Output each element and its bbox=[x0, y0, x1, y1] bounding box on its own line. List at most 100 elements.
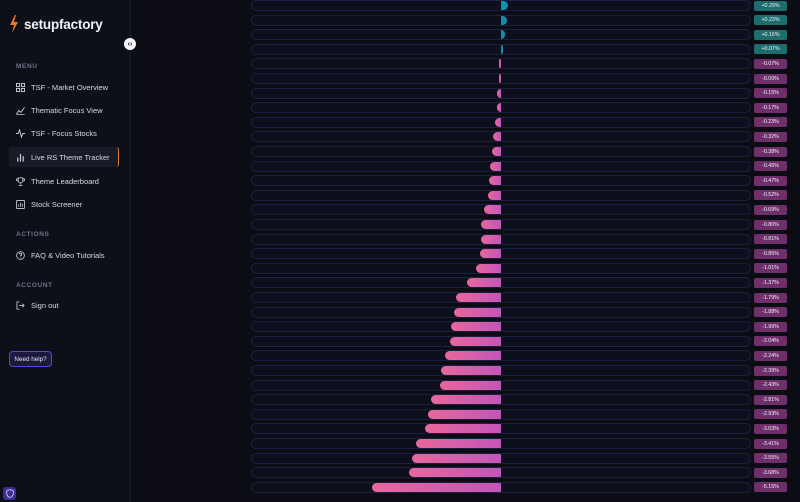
screener-icon bbox=[16, 199, 25, 209]
value-badge: -0.09% bbox=[754, 73, 787, 84]
shield-icon[interactable] bbox=[3, 487, 16, 500]
bar-track bbox=[251, 452, 751, 464]
value-bar[interactable] bbox=[456, 293, 501, 302]
chart-row: Fintech+0.29% bbox=[131, 0, 800, 13]
value-bar[interactable] bbox=[480, 234, 501, 244]
value-bar[interactable] bbox=[451, 322, 501, 332]
value-bar[interactable] bbox=[489, 161, 501, 171]
bar-track bbox=[251, 438, 751, 449]
value-bar[interactable] bbox=[501, 15, 507, 25]
value-bar[interactable] bbox=[445, 351, 501, 361]
chart-row: Utilities+0.23% bbox=[131, 13, 800, 28]
bar-track bbox=[251, 277, 751, 289]
chart-row: Biotech-2.24% bbox=[131, 349, 800, 364]
value-bar[interactable] bbox=[501, 30, 505, 40]
bar-track bbox=[251, 321, 751, 333]
value-badge: -1.79% bbox=[754, 292, 787, 303]
value-badge: -2.43% bbox=[754, 380, 787, 391]
value-bar[interactable] bbox=[479, 249, 501, 259]
value-bar[interactable] bbox=[491, 147, 501, 156]
value-bar[interactable] bbox=[427, 409, 501, 419]
bar-track bbox=[251, 58, 751, 70]
value-bar[interactable] bbox=[450, 336, 501, 346]
value-bar[interactable] bbox=[497, 88, 501, 98]
value-bar[interactable] bbox=[372, 482, 501, 492]
nav-thematic-focus-view[interactable]: Thematic Focus View bbox=[9, 100, 119, 120]
value-bar[interactable] bbox=[501, 1, 509, 10]
account-section-label: ACCOUNT bbox=[16, 282, 53, 289]
chart-row: Homebuilders+0.16% bbox=[131, 28, 800, 43]
bar-track bbox=[251, 248, 751, 260]
chart-row: Metals & Mining-1.99% bbox=[131, 320, 800, 335]
value-badge: +0.16% bbox=[754, 29, 787, 40]
value-bar[interactable] bbox=[488, 190, 501, 200]
bar-track bbox=[251, 204, 751, 216]
bar-track bbox=[251, 379, 751, 391]
value-badge: -5.15% bbox=[754, 482, 787, 493]
scrollbar[interactable] bbox=[795, 0, 800, 502]
bar-track bbox=[251, 102, 751, 114]
chart-row: Chemicals & Materials-0.09% bbox=[131, 72, 800, 87]
value-bar[interactable] bbox=[412, 453, 501, 463]
bar-chart-icon bbox=[17, 153, 24, 162]
chart-row: Gold Miners-0.17% bbox=[131, 101, 800, 116]
chart-row: Copper Miners-1.37% bbox=[131, 276, 800, 291]
nav-theme-leaderboard[interactable]: Theme Leaderboard bbox=[9, 171, 119, 191]
bar-track bbox=[251, 350, 751, 362]
value-bar[interactable] bbox=[441, 366, 501, 375]
grid-icon bbox=[16, 82, 25, 92]
nav-stock-screener[interactable]: Stock Screener bbox=[9, 194, 119, 214]
nav-label: Sign out bbox=[31, 300, 59, 310]
help-circle-icon bbox=[16, 250, 25, 260]
nav-focus-stocks[interactable]: TSF - Focus Stocks bbox=[9, 123, 119, 143]
chart-row: Silver Miners-1.01% bbox=[131, 261, 800, 276]
brand-logo[interactable]: setupfactory bbox=[9, 15, 103, 33]
sidebar-collapse-toggle[interactable]: ‹› bbox=[124, 38, 136, 50]
nav-faq-video-tutorials[interactable]: FAQ & Video Tutorials bbox=[9, 245, 119, 265]
nav-label: Thematic Focus View bbox=[31, 105, 103, 115]
nav-sign-out[interactable]: Sign out bbox=[9, 295, 119, 315]
bar-track bbox=[251, 481, 751, 493]
value-badge: -0.17% bbox=[754, 102, 787, 113]
chart-row: Semiconductors-2.93% bbox=[131, 407, 800, 422]
value-bar[interactable] bbox=[481, 220, 501, 229]
value-bar[interactable] bbox=[425, 424, 501, 434]
value-badge: -2.04% bbox=[754, 336, 787, 347]
value-bar[interactable] bbox=[430, 395, 501, 405]
logo-icon bbox=[10, 15, 18, 33]
bar-track bbox=[251, 262, 751, 274]
value-bar[interactable] bbox=[489, 176, 501, 186]
value-bar[interactable] bbox=[483, 205, 501, 215]
actions-section-label: ACTIONS bbox=[16, 231, 50, 238]
value-badge: -2.24% bbox=[754, 350, 787, 361]
value-bar[interactable] bbox=[466, 278, 501, 288]
bar-track bbox=[251, 408, 751, 420]
value-bar[interactable] bbox=[495, 117, 501, 127]
value-bar[interactable] bbox=[498, 74, 501, 83]
value-bar[interactable] bbox=[499, 59, 501, 69]
nav-market-overview[interactable]: TSF - Market Overview bbox=[9, 77, 119, 97]
value-badge: -1.01% bbox=[754, 263, 787, 274]
chart-row: Telecom, Optics & Connectivity-0.69% bbox=[131, 203, 800, 218]
bar-track bbox=[251, 160, 751, 172]
value-bar[interactable] bbox=[440, 380, 501, 390]
need-help-button[interactable]: Need help? bbox=[9, 351, 52, 367]
brand-name: setupfactory bbox=[24, 16, 103, 32]
chevrons-left-right-icon: ‹› bbox=[127, 40, 133, 48]
value-bar[interactable] bbox=[501, 44, 503, 54]
chart-row: Lithium & Battery Tech-2.04% bbox=[131, 334, 800, 349]
value-badge: -0.85% bbox=[754, 248, 787, 259]
value-bar[interactable] bbox=[475, 263, 501, 273]
value-bar[interactable] bbox=[496, 103, 501, 113]
chart-row: Small Caps-0.52% bbox=[131, 188, 800, 203]
value-bar[interactable] bbox=[454, 307, 501, 317]
line-chart-icon bbox=[16, 106, 25, 115]
value-bar[interactable] bbox=[409, 468, 501, 478]
value-bar[interactable] bbox=[415, 439, 501, 448]
chart-row: Drones-0.80% bbox=[131, 218, 800, 233]
value-bar[interactable] bbox=[493, 132, 501, 142]
value-badge: -2.39% bbox=[754, 365, 787, 376]
value-badge: -0.81% bbox=[754, 234, 787, 245]
chart-row: Bitcoin-2.81% bbox=[131, 393, 800, 408]
nav-live-rs-theme-tracker[interactable]: Live RS Theme Tracker bbox=[9, 147, 119, 167]
